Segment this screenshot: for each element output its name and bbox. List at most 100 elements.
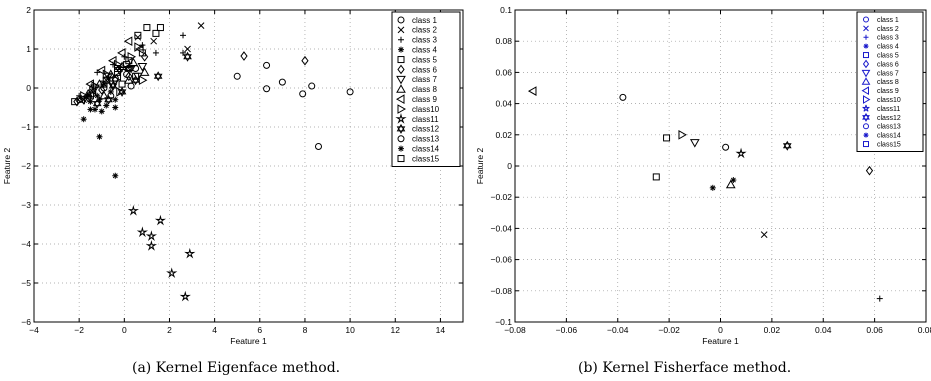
y-tick-label: −0.08	[490, 286, 512, 296]
data-point	[114, 59, 123, 70]
y-tick-label: 0.1	[500, 5, 512, 15]
series-class14	[80, 75, 119, 179]
y-tick-label: −5	[21, 278, 31, 288]
legend-entry: class 3	[877, 35, 899, 42]
y-tick-label: 0.04	[495, 99, 512, 109]
legend-entry: class15	[877, 142, 901, 149]
y-tick-label: 2	[26, 5, 31, 15]
series-class5	[86, 24, 164, 100]
data-point	[138, 49, 146, 57]
data-point	[152, 29, 160, 37]
data-point	[137, 63, 148, 72]
legend-marker	[863, 43, 869, 49]
y-tick-label: 0.06	[495, 67, 512, 77]
x-tick-label: 2	[167, 325, 172, 335]
data-point	[166, 267, 178, 279]
data-point	[619, 93, 627, 101]
caption-right: (b) Kernel Fisherface method.	[578, 360, 792, 376]
legend-entry: class12	[412, 125, 440, 134]
data-point	[180, 49, 187, 56]
data-point	[96, 65, 106, 76]
data-point	[124, 63, 134, 74]
x-tick-label: 6	[257, 325, 262, 335]
legend-marker	[395, 113, 407, 124]
data-point	[100, 84, 108, 92]
series-class7	[689, 139, 700, 148]
data-point	[197, 22, 205, 29]
data-point	[180, 32, 187, 39]
series-class14	[709, 184, 716, 191]
data-point	[103, 102, 110, 109]
legend-marker	[862, 112, 870, 122]
legend-marker	[398, 46, 404, 53]
data-point	[138, 75, 148, 86]
data-point	[94, 92, 101, 99]
x-axis-label: Feature 1	[230, 336, 267, 346]
data-point	[760, 231, 768, 238]
legend-entry: class 5	[412, 55, 437, 64]
legend-marker	[397, 104, 407, 114]
x-tick-label: −0.04	[607, 325, 629, 335]
data-point	[114, 65, 122, 72]
data-point	[150, 37, 158, 45]
data-point	[111, 74, 119, 82]
series-class2	[760, 231, 768, 238]
data-point	[125, 71, 133, 82]
legend-marker	[397, 56, 405, 64]
legend-entry: class 9	[412, 95, 437, 104]
caption-left: (a) Kernel Eigenface method.	[132, 360, 341, 376]
data-point	[263, 85, 271, 93]
chart-right: −0.08 −0.06 −0.04 −0.02 0 0.02 0.04 0.06 0.08 −0.…	[475, 5, 931, 346]
series-class4	[730, 177, 737, 184]
x-axis-label: Feature 1	[702, 336, 739, 346]
data-point	[876, 295, 883, 302]
y-axis-label: Feature 2	[475, 148, 485, 185]
x-tick-label: 14	[436, 325, 446, 335]
legend-marker	[863, 141, 869, 148]
data-point	[782, 140, 792, 151]
y-tick-label: −6	[21, 317, 31, 327]
legend-entry: class 7	[877, 70, 899, 77]
data-point	[156, 24, 164, 32]
legend-marker	[397, 16, 405, 24]
series-class3	[876, 295, 883, 302]
data-point	[112, 172, 119, 179]
legend-marker	[863, 123, 869, 130]
legend-entry: class 8	[877, 79, 899, 86]
legend-entry: class 6	[412, 65, 437, 74]
data-point	[263, 61, 271, 69]
data-point	[184, 247, 196, 259]
series-class5	[652, 173, 660, 181]
data-point	[98, 108, 105, 115]
data-point	[85, 79, 94, 89]
legend-entry: class 5	[877, 53, 899, 60]
legend-entry: class 8	[412, 85, 437, 94]
data-point	[123, 70, 131, 78]
legend-entry: class 4	[412, 45, 437, 54]
data-point	[134, 33, 142, 41]
legend-entry: class12	[877, 115, 901, 122]
legend-marker	[861, 77, 871, 85]
data-point	[145, 230, 158, 241]
legend-marker	[863, 25, 869, 32]
data-point	[301, 55, 309, 66]
x-tick-label: 12	[391, 325, 401, 335]
legend-entry: class10	[412, 105, 440, 114]
legend-entry: class11	[877, 106, 900, 113]
legend-entry: class 4	[877, 44, 899, 51]
legend-entry: class13	[412, 135, 440, 144]
data-point	[117, 48, 126, 58]
x-tick-label: −4	[29, 325, 39, 335]
series-class8	[725, 179, 736, 189]
data-point	[722, 143, 730, 151]
x-tick-label: 10	[345, 325, 355, 335]
y-tick-label: −0.06	[490, 255, 512, 265]
legend-entry: class 1	[412, 16, 437, 25]
series-class15	[663, 134, 671, 142]
data-point	[92, 98, 102, 109]
legend-marker	[398, 145, 404, 152]
